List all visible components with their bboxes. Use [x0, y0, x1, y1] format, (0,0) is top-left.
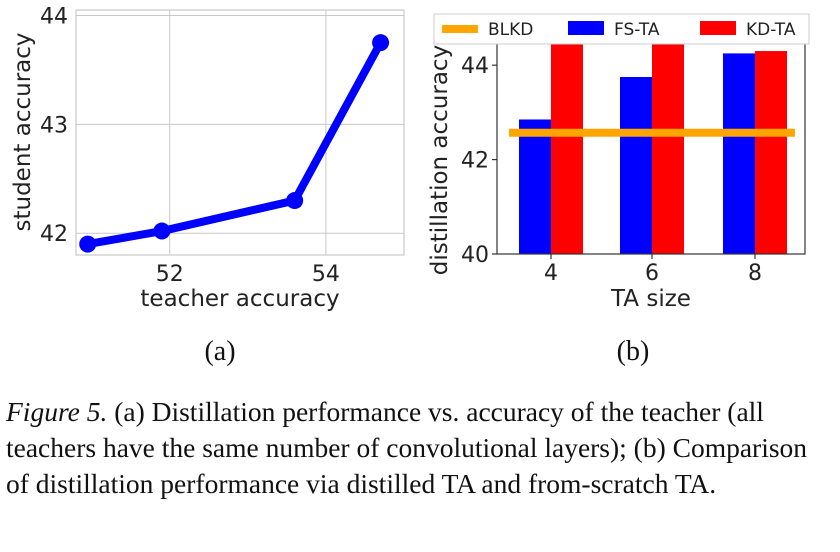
x-tick-label: 6: [645, 261, 659, 286]
panel-a-line-chart: 52 54 42 43 44 teacher accuracy student accu…: [10, 4, 405, 367]
panel-a-plot-area: [75, 9, 405, 256]
x-tick-label: 8: [748, 261, 762, 286]
panel-b-ticks: 4 6 8 40 42 44: [461, 54, 762, 286]
caption-figure-ref: Figure 5.: [6, 396, 108, 427]
bar-kd-ta: [652, 36, 684, 254]
series-line: [83, 38, 385, 249]
legend-box: [433, 13, 810, 45]
y-tick-label: 42: [40, 222, 68, 247]
bar-kd-ta: [551, 20, 583, 254]
bar-kd-ta: [755, 51, 787, 254]
panel-a-ticks: 52 54 42 43 44: [40, 4, 340, 287]
legend-swatch-blkd: [442, 25, 478, 33]
legend-label-blkd: BLKD: [488, 20, 533, 40]
panel-b-xlabel: TA size: [610, 286, 691, 312]
figure: 52 54 42 43 44 teacher accuracy student accu…: [10, 4, 810, 367]
panel-b-legend: BLKD FS-TA KD-TA: [433, 13, 810, 45]
data-point: [286, 192, 304, 210]
y-tick-label: 44: [461, 54, 489, 79]
y-tick-label: 43: [40, 113, 68, 138]
panel-a-label: (a): [204, 336, 235, 367]
y-tick-label: 44: [40, 4, 68, 29]
data-point: [79, 235, 97, 253]
data-point: [153, 222, 171, 240]
bar-fs-ta: [620, 77, 652, 254]
x-tick-label: 54: [312, 262, 340, 287]
legend-label-fs-ta: FS-TA: [614, 20, 660, 40]
x-tick-label: 4: [544, 261, 558, 286]
legend-swatch-fs-ta: [568, 21, 604, 35]
legend-label-kd-ta: KD-TA: [746, 20, 796, 40]
bar-fs-ta: [519, 119, 551, 254]
panel-a-ylabel: student accuracy: [10, 32, 36, 231]
panel-a-series: [79, 34, 390, 253]
panel-b-ylabel: distillation accuracy: [427, 45, 453, 275]
data-point: [372, 34, 390, 52]
x-tick-label: 52: [156, 262, 184, 287]
figure-caption: Figure 5. (a) Distillation performance v…: [6, 394, 832, 502]
y-tick-label: 42: [461, 149, 489, 174]
panel-a-xlabel: teacher accuracy: [140, 286, 339, 312]
y-tick-label: 40: [461, 243, 489, 268]
panel-b-label: (b): [617, 336, 650, 367]
legend-swatch-kd-ta: [700, 21, 736, 35]
panel-b-bars: [519, 20, 787, 255]
caption-text: (a) Distillation performance vs. accurac…: [6, 396, 808, 499]
bar-fs-ta: [723, 53, 755, 255]
